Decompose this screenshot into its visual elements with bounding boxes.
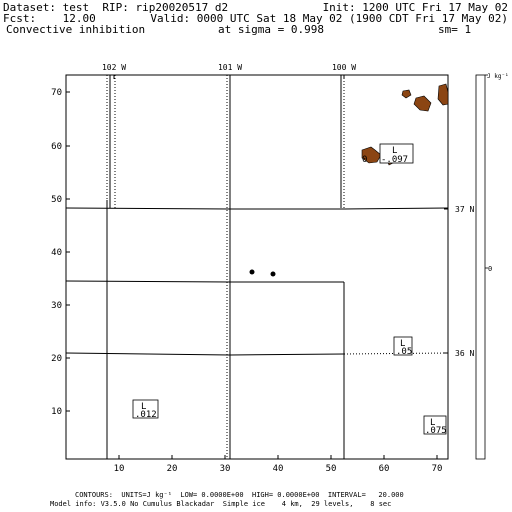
model-info: Model info: V3.5.0 No Cumulus Blackadar …	[50, 500, 392, 508]
init-time-label: Init: 1200 UTC Fri 17 May 02	[322, 1, 508, 14]
field-name-label: Convective inhibition	[6, 23, 146, 36]
y-tick-label-40: 40	[51, 248, 62, 258]
axis-ticks	[66, 75, 448, 459]
low-marker-3-letter: L	[141, 402, 146, 412]
y-tick-label-50: 50	[51, 195, 62, 205]
y-tick-label-60: 60	[51, 142, 62, 152]
colorbar	[475, 74, 486, 460]
marker-dot-1	[249, 269, 255, 275]
shade-region-ne-1	[437, 83, 449, 106]
dataset-label: Dataset: test RIP: rip20020517 d2	[3, 1, 229, 14]
low-marker-4-value: .075	[425, 426, 447, 436]
low-marker-2-value: .05	[396, 347, 412, 357]
x-tick-label-60: 60	[379, 464, 390, 474]
lat-label-37n: 37 N	[455, 205, 474, 214]
partial-contour-label: 0	[362, 155, 367, 165]
low-marker-3-value: .012	[135, 410, 157, 420]
level-label: at sigma = 0.998	[218, 23, 324, 36]
x-tick-label-70: 70	[432, 464, 443, 474]
map-boundaries	[65, 75, 449, 459]
forecast-hour-label: Fcst: 12.00	[3, 12, 96, 25]
valid-time-label: Valid: 0000 UTC Sat 18 May 02 (1900 CDT …	[150, 12, 508, 25]
contours-info: CONTOURS: UNITS=J kg⁻¹ LOW= 0.0000E+00 H…	[75, 491, 404, 499]
low-marker-1-value: -.097	[381, 155, 408, 165]
boundary-h-3	[65, 352, 345, 356]
lon-label-101w: 101 W	[218, 63, 242, 72]
low-marker-1: L -.097	[379, 143, 414, 165]
x-tick-label-40: 40	[273, 464, 284, 474]
low-marker-4-letter: L	[430, 418, 435, 428]
low-marker-1-letter: L	[392, 146, 397, 156]
marker-dot-2	[270, 271, 276, 277]
colorbar-top-label: J kg⁻¹	[487, 73, 509, 80]
boundary-h-2	[65, 280, 344, 283]
lon-label-100w: 100 W	[332, 63, 356, 72]
y-tick-label-20: 20	[51, 354, 62, 364]
shade-region-ne-3	[401, 89, 412, 99]
plot-frame	[65, 74, 449, 460]
map-boundaries-dotted	[106, 75, 449, 459]
x-tick-label-10: 10	[114, 464, 125, 474]
boundary-h-1	[65, 207, 449, 210]
lon-label-102w: 102 W	[102, 63, 126, 72]
x-tick-label-20: 20	[167, 464, 178, 474]
x-tick-label-30: 30	[220, 464, 231, 474]
shade-region-ne-4	[361, 146, 382, 164]
low-marker-2: L .05	[393, 336, 413, 357]
member-label: sm= 1	[438, 23, 472, 36]
y-tick-label-10: 10	[51, 407, 62, 417]
shade-region-ne-2	[413, 95, 432, 112]
y-tick-label-70: 70	[51, 88, 62, 98]
colorbar-mid-label: 0	[488, 265, 492, 273]
low-marker-4: L .075	[423, 415, 447, 436]
x-tick-label-50: 50	[326, 464, 337, 474]
y-tick-label-30: 30	[51, 301, 62, 311]
lat-label-36n: 36 N	[455, 349, 474, 358]
low-marker-3: L .012	[132, 399, 159, 420]
low-marker-2-letter: L	[400, 339, 405, 349]
